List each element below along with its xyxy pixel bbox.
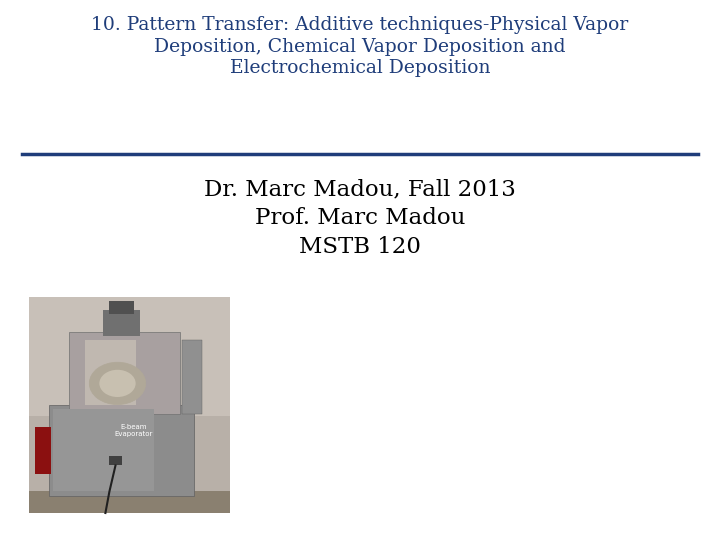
Bar	[69, 332, 180, 414]
Bar	[109, 456, 122, 465]
Bar	[109, 301, 134, 314]
Circle shape	[99, 370, 135, 397]
Bar	[49, 405, 194, 496]
Bar	[85, 340, 135, 405]
Bar	[53, 409, 154, 491]
Bar	[182, 340, 202, 414]
Text: E-beam
Evaporator: E-beam Evaporator	[114, 424, 153, 437]
Bar	[29, 297, 230, 513]
Text: Dr. Marc Madou, Fall 2013
Prof. Marc Madou
MSTB 120: Dr. Marc Madou, Fall 2013 Prof. Marc Mad…	[204, 178, 516, 258]
Bar	[29, 297, 230, 416]
Bar	[104, 310, 140, 336]
Circle shape	[89, 362, 145, 404]
Bar	[29, 491, 230, 513]
Text: 10. Pattern Transfer: Additive techniques-Physical Vapor
Deposition, Chemical Va: 10. Pattern Transfer: Additive technique…	[91, 16, 629, 77]
Bar	[35, 427, 51, 474]
